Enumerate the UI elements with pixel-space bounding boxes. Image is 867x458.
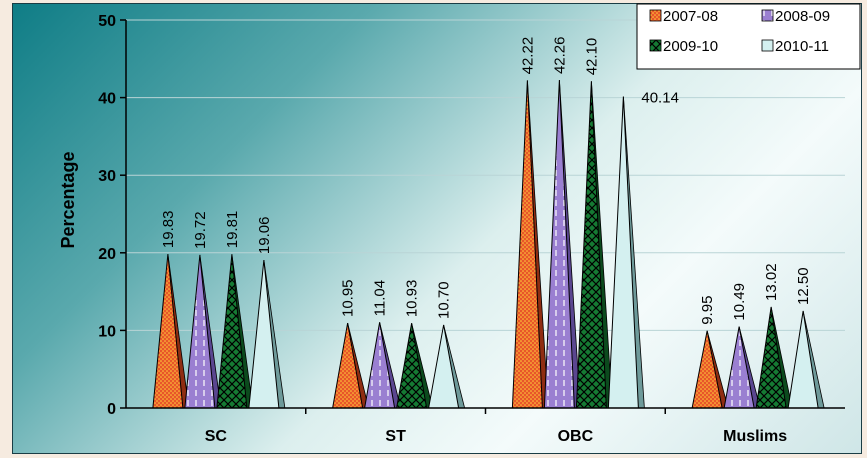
y-ticks: 0 10 20 30 40 50: [98, 13, 126, 418]
y-tick-label: 0: [107, 401, 116, 418]
bars: [152, 80, 825, 409]
legend-swatch-2010-11: [761, 39, 774, 52]
x-category-label: SC: [205, 428, 228, 445]
data-label: 19.72: [192, 211, 209, 249]
legend-swatch-2008-09: [761, 9, 774, 22]
legend-swatch-2009-10: [649, 39, 662, 52]
data-label: 19.81: [224, 211, 241, 249]
legend-label: 2008-09: [775, 8, 830, 25]
y-tick-label: 50: [98, 13, 116, 30]
data-label: 11.04: [372, 280, 389, 316]
data-label: 19.83: [160, 211, 177, 249]
data-label: 10.93: [404, 280, 421, 318]
legend-label: 2009-10: [663, 38, 718, 55]
y-tick-label: 40: [98, 91, 116, 108]
data-label: 19.06: [256, 217, 273, 255]
legend-swatch-2007-08: [649, 9, 662, 22]
data-label: 10.95: [340, 279, 357, 317]
data-label: 42.26: [551, 37, 568, 75]
data-label: 42.22: [519, 37, 536, 75]
x-category-label: ST: [385, 428, 406, 445]
data-label: 12.50: [795, 267, 812, 305]
legend-label: 2007-08: [663, 8, 718, 25]
data-label: 42.10: [583, 38, 600, 76]
y-tick-label: 10: [98, 323, 116, 340]
data-label: 13.02: [763, 263, 780, 301]
legend: 2007-08 2008-09 2009-10 2010-11: [636, 3, 861, 70]
x-category-label: Muslims: [723, 428, 787, 445]
y-tick-label: 30: [98, 168, 116, 185]
y-axis-label: Percentage: [58, 151, 78, 248]
x-categories: SC ST OBC Muslims: [205, 408, 787, 445]
data-labels: 19.83 19.72 19.81 19.06 10.95 11.04 10.93 10.70…: [160, 37, 812, 325]
data-label: 40.14: [641, 90, 679, 107]
legend-box: [636, 3, 861, 70]
data-label: 9.95: [699, 296, 716, 325]
y-tick-label: 20: [98, 246, 116, 263]
data-label: 10.49: [731, 283, 748, 321]
x-category-label: OBC: [558, 428, 594, 445]
data-label: 10.70: [436, 281, 453, 319]
legend-label: 2010-11: [775, 38, 829, 55]
